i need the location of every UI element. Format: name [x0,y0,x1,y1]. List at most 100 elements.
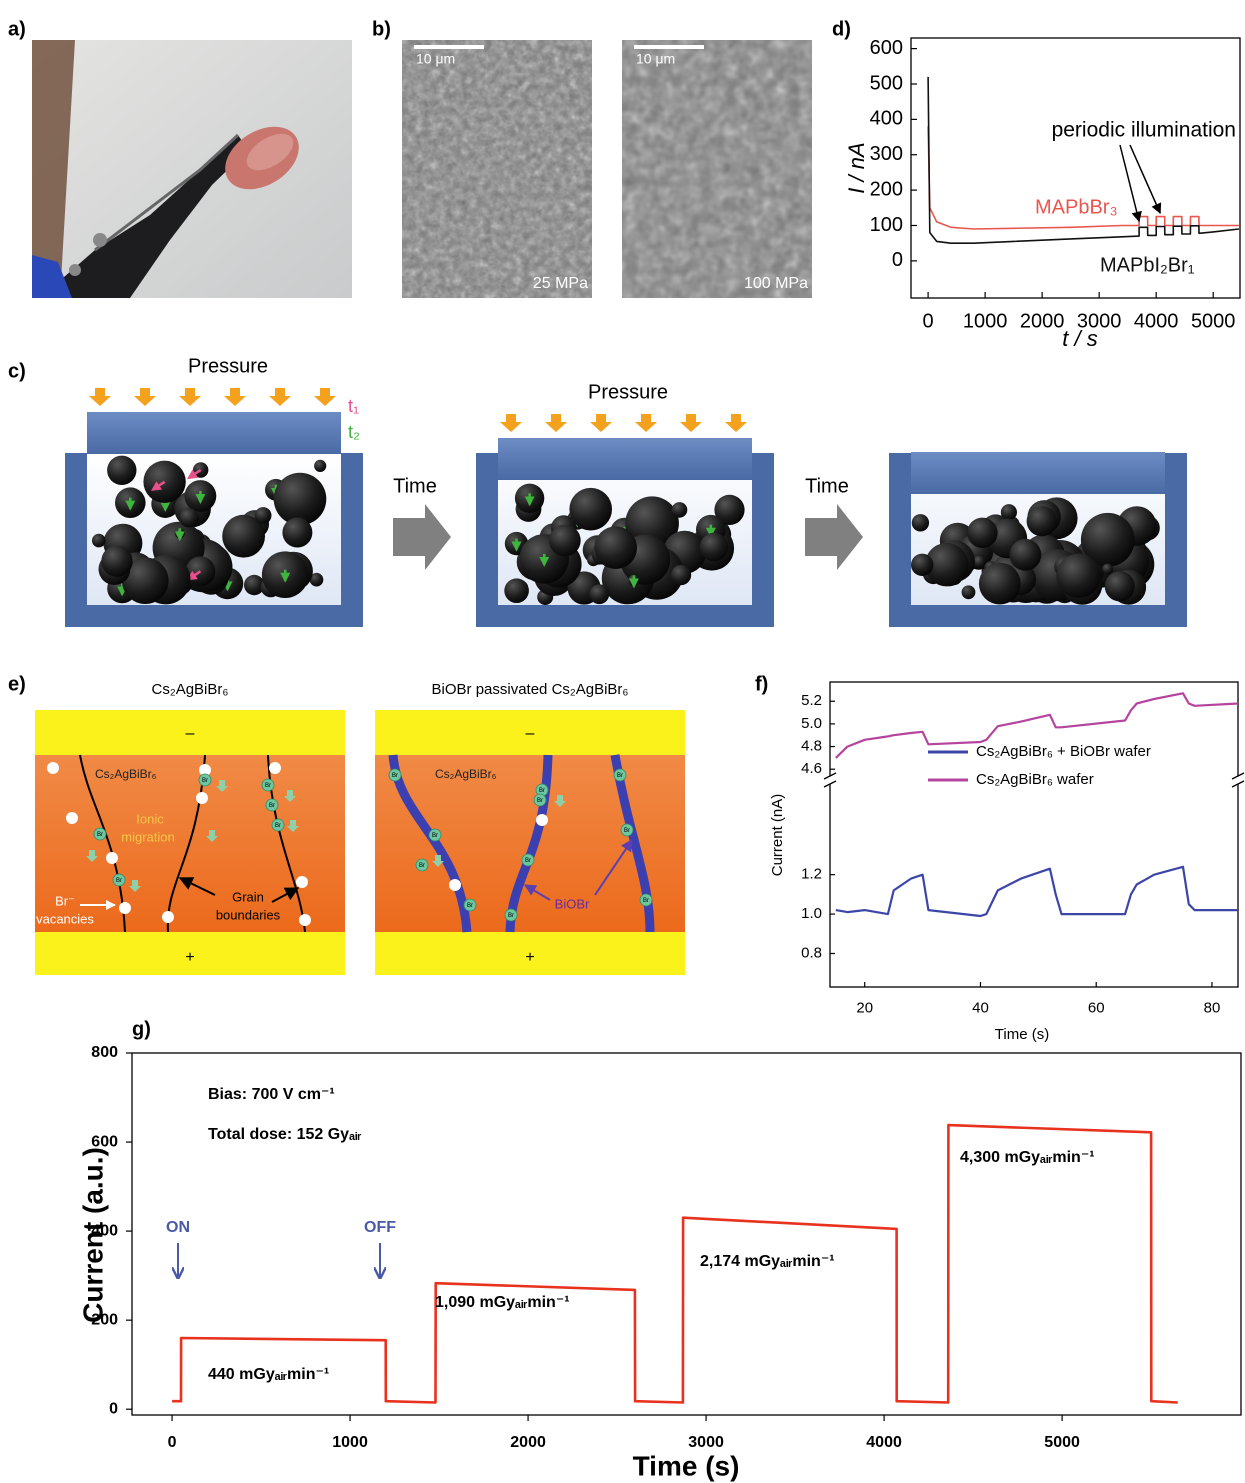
pressure-label: Pressure [588,381,668,403]
scale-bar-label: 10 μm [636,51,675,67]
x-tick-label: 3000 [688,1434,724,1451]
panel-label: g) [132,1018,151,1040]
particle [700,533,728,561]
annotation: periodic illumination [1052,119,1236,142]
vacancy [296,876,308,888]
data-line [836,867,1238,916]
br-ion-label: Br [419,863,425,869]
y-tick-label: 500 [870,72,903,94]
series-label: MAPbI₂Br₁ [1100,254,1195,276]
plot-frame [830,682,1238,987]
br-ion-label: Br [467,903,473,909]
br-ion-label: Br [643,898,649,904]
panel-label: d) [832,18,851,40]
x-tick-label: 20 [856,999,873,1016]
vacancy [299,914,311,926]
x-tick-label: 0 [168,1434,177,1451]
br-ion-label: Br [432,833,438,839]
br-ion-label: Br [537,798,543,804]
pressure-arrow [500,414,522,432]
vacancy [196,792,208,804]
y-tick-label: 200 [870,178,903,200]
br-ion-label: Br [617,773,623,779]
panel-label: a) [8,18,26,40]
die-lid [911,452,1165,494]
y-tick-label: 300 [870,143,903,165]
annotation: Ionic [136,811,164,826]
y-tick-label: 4.6 [801,760,822,777]
series-label: MAPbBr₃ [1035,196,1118,218]
data-line [172,1125,1178,1402]
pressure-arrow [179,388,201,406]
time-label: t₁ [348,396,359,416]
pressure-arrow [725,414,747,432]
figure: a)b)c)d)e)f)g)10 μm25 MPa10 μm100 MPaPre… [0,0,1245,1483]
panel-label: b) [372,18,391,40]
x-tick-label: 5000 [1044,1434,1080,1451]
particle [92,534,106,548]
time-label: t₂ [348,422,360,442]
br-ion-label: Br [269,803,275,809]
sem-texture [622,40,812,298]
vacancy [536,814,548,826]
pressure-label: 25 MPa [533,275,588,292]
pressure-arrow [224,388,246,406]
tweezers-screw [93,233,107,247]
br-ion-label: Br [624,828,630,834]
particle [1056,554,1100,598]
pressure-arrow [545,414,567,432]
pressure-arrow [680,414,702,432]
x-tick-label: 2000 [1020,310,1065,332]
x-tick-label: 0 [923,310,934,332]
particle [973,556,985,568]
y-tick-label: 0.8 [801,944,822,961]
annotation: OFF [364,1219,396,1236]
y-tick-label: 800 [91,1044,118,1061]
x-tick-label: 2000 [510,1434,546,1451]
pressure-arrow [89,388,111,406]
particle [314,460,326,472]
particle [912,514,929,531]
particle [1102,564,1113,575]
br-ion-label: Br [392,773,398,779]
y-tick-label: 1.0 [801,905,822,922]
x-tick-label: 40 [972,999,989,1016]
tweezers-screw [69,264,81,276]
y-tick-label: 0 [892,249,903,271]
particle [193,462,208,477]
y-tick-label: 400 [870,108,903,130]
scale-bar-label: 10 μm [416,51,455,67]
x-tick-label: 60 [1088,999,1105,1016]
electrode-sign: – [186,725,195,742]
annotation: Bias: 700 V cm⁻¹ [208,1086,335,1103]
particle [962,585,976,599]
panel-label: e) [8,673,26,695]
br-ion-label: Br [97,832,103,838]
br-ion-label: Br [508,913,514,919]
pressure-arrow [134,388,156,406]
pressure-arrow [269,388,291,406]
annotation: ON [166,1219,190,1236]
process-label: Time [393,475,437,497]
particle [179,508,198,527]
y-tick-label: 1.2 [801,866,822,883]
br-ion-label: Br [202,778,208,784]
annotation: 440 mGyₐᵢᵣmin⁻¹ [208,1366,329,1383]
legend-label: Cs₂AgBiBr₆ wafer [976,771,1094,788]
y-axis-label: Current (nA) [769,794,786,877]
br-ion-label: Br [275,823,281,829]
particle [274,473,327,526]
pressure-arrow [314,388,336,406]
particle [1010,539,1042,571]
annotation: BiOBr [555,896,590,911]
x-tick-label: 80 [1204,999,1221,1016]
annotation: 2,174 mGyₐᵢᵣmin⁻¹ [700,1253,835,1270]
vacancy [162,911,174,923]
annotation-arrow [1120,145,1139,221]
y-tick-label: 5.2 [801,692,822,709]
particle [569,488,612,531]
annotation: Grain [232,889,264,904]
material-label: Cs₂AgBiBr₆ [435,767,497,781]
panel-label: c) [8,360,26,382]
electrode-sign: + [525,949,534,966]
